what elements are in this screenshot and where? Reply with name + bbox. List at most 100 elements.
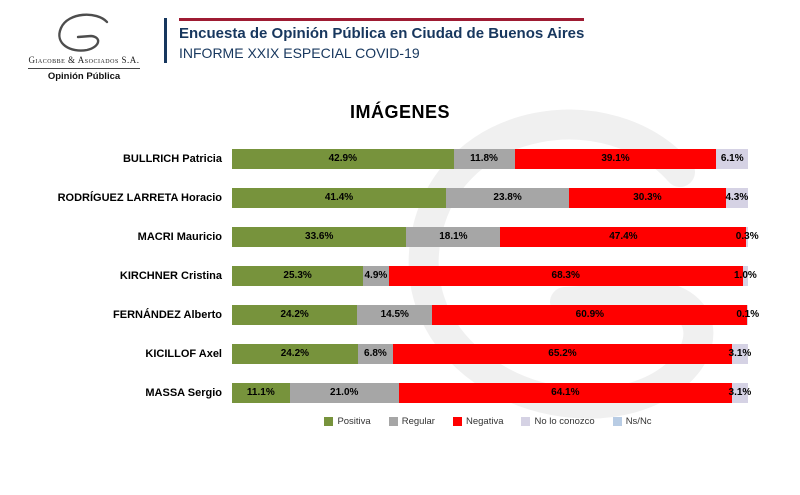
category-label: FERNÁNDEZ Alberto bbox=[113, 308, 222, 321]
legend-swatch bbox=[324, 417, 334, 426]
segment-value: 3.1% bbox=[728, 348, 752, 359]
bar-segment-no-lo-conozco: 1.0% bbox=[734, 265, 757, 286]
chart-row: RODRÍGUEZ LARRETA Horacio 41.4% 23.8% 30.3%… bbox=[0, 178, 800, 217]
legend-label: Positiva bbox=[337, 416, 371, 427]
segment-value: 11.1% bbox=[246, 387, 275, 398]
legend-label: Negativa bbox=[465, 416, 504, 427]
legend-item: No lo conozco bbox=[521, 416, 595, 427]
segment-value: 42.9% bbox=[328, 153, 357, 164]
bar-segment-no-lo-conozco: 0.3% bbox=[736, 226, 759, 247]
bar-segment-negativa: 65.2% bbox=[393, 343, 732, 364]
segment-value: 18.1% bbox=[439, 231, 468, 242]
company-division: Opinión Pública bbox=[47, 71, 121, 82]
segment-value: 3.1% bbox=[728, 387, 752, 398]
segment-value: 24.2% bbox=[280, 309, 309, 320]
segment-value: 25.3% bbox=[283, 270, 312, 281]
segment-value: 64.1% bbox=[551, 387, 580, 398]
segment-value: 24.2% bbox=[280, 348, 310, 359]
segment-value: 4.3% bbox=[725, 192, 749, 203]
bar-segment-positiva: 11.1% bbox=[232, 382, 290, 403]
category-label: BULLRICH Patricia bbox=[122, 152, 222, 165]
legend-label: Regular bbox=[401, 416, 435, 427]
bar-segment-no-lo-conozco: 4.3% bbox=[725, 187, 749, 208]
legend-label: Ns/Nc bbox=[625, 416, 652, 427]
segment-value: 68.3% bbox=[551, 270, 580, 281]
segment-value: 47.4% bbox=[609, 231, 638, 242]
bar-segment-regular: 6.8% bbox=[357, 343, 394, 364]
segment-value: 0.1% bbox=[736, 309, 760, 320]
bar-segment-regular: 14.5% bbox=[357, 304, 433, 325]
legend-item: Negativa bbox=[452, 416, 504, 427]
stacked-bar: 42.9% 11.8% 39.1% 6.1% bbox=[232, 148, 748, 169]
chart-rows: BULLRICH Patricia 42.9% 11.8% 39.1% 6.1% RODR… bbox=[0, 139, 800, 412]
company-name: Giacobbe & Asociados S.A. bbox=[28, 55, 140, 65]
bar-segment-positiva: 42.9% bbox=[232, 148, 454, 169]
segment-value: 65.2% bbox=[548, 348, 577, 359]
stacked-bar: 33.6% 18.1% 47.4% 0.3% bbox=[232, 226, 759, 247]
bar-segment-no-lo-conozco: 3.1% bbox=[729, 382, 751, 403]
legend-label: No lo conozco bbox=[534, 416, 595, 427]
category-label: KICILLOF Axel bbox=[145, 347, 222, 360]
bar-segment-negativa: 60.9% bbox=[432, 304, 748, 325]
segment-value: 39.1% bbox=[601, 153, 630, 164]
bar-segment-negativa: 68.3% bbox=[388, 265, 743, 286]
chart-legend: Positiva Regular Negativa No lo conozco Ns/N… bbox=[230, 416, 746, 427]
category-label: RODRÍGUEZ LARRETA Horacio bbox=[57, 191, 222, 204]
legend-item: Ns/Nc bbox=[612, 416, 652, 427]
bar-segment-regular: 11.8% bbox=[453, 148, 515, 169]
chart-row: KIRCHNER Cristina 25.3% 4.9% 68.3% 1.0% bbox=[0, 256, 800, 295]
bar-segment-regular: 18.1% bbox=[406, 226, 501, 247]
legend-item: Regular bbox=[388, 416, 435, 427]
legend-swatch bbox=[521, 417, 531, 426]
segment-value: 11.8% bbox=[470, 153, 498, 164]
chart-row: MACRI Mauricio 33.6% 18.1% 47.4% 0.3% bbox=[0, 217, 800, 256]
stacked-bar: 25.3% 4.9% 68.3% 1.0% bbox=[232, 265, 757, 286]
bar-segment-no-lo-conozco: 3.1% bbox=[729, 343, 751, 364]
bar-segment-positiva: 24.2% bbox=[232, 304, 358, 325]
report-title: Encuesta de Opinión Pública en Ciudad de… bbox=[179, 25, 585, 42]
company-logo: Giacobbe & Asociados S.A. Opinión Públic… bbox=[18, 10, 150, 82]
stacked-bar: 41.4% 23.8% 30.3% 4.3% bbox=[232, 187, 749, 208]
legend-swatch bbox=[612, 417, 622, 426]
segment-value: 41.4% bbox=[324, 192, 354, 203]
header-text-block: Encuesta de Opinión Pública en Ciudad de… bbox=[164, 18, 585, 63]
bar-segment-positiva: 33.6% bbox=[232, 226, 407, 247]
bar-segment-negativa: 64.1% bbox=[398, 382, 732, 403]
legend-swatch bbox=[452, 417, 462, 426]
category-label: MASSA Sergio bbox=[145, 386, 222, 399]
segment-value: 33.6% bbox=[305, 231, 334, 242]
bar-segment-negativa: 30.3% bbox=[569, 187, 726, 208]
bar-segment-positiva: 41.4% bbox=[232, 187, 447, 208]
segment-value: 6.1% bbox=[720, 153, 744, 164]
segment-value: 6.8% bbox=[364, 348, 387, 359]
chart-row: FERNÁNDEZ Alberto 24.2% 14.5% 60.9% 0.1% bbox=[0, 295, 800, 334]
category-label: MACRI Mauricio bbox=[137, 230, 222, 243]
bar-segment-positiva: 25.3% bbox=[232, 265, 364, 286]
bar-segment-no-lo-conozco: 6.1% bbox=[716, 148, 748, 169]
bar-segment-negativa: 39.1% bbox=[514, 148, 717, 169]
bar-segment-no-lo-conozco: 0.1% bbox=[736, 304, 759, 325]
giacobbe-g-icon bbox=[58, 13, 109, 52]
bar-segment-regular: 4.9% bbox=[363, 265, 389, 286]
bar-segment-positiva: 24.2% bbox=[232, 343, 358, 364]
chart-row: MASSA Sergio 11.1% 21.0% 64.1% 3.1% bbox=[0, 373, 800, 412]
stacked-bar: 11.1% 21.0% 64.1% 3.1% bbox=[232, 382, 751, 403]
logo-divider bbox=[28, 68, 140, 69]
legend-swatch bbox=[388, 417, 398, 426]
chart-row: KICILLOF Axel 24.2% 6.8% 65.2% 3.1% bbox=[0, 334, 800, 373]
segment-value: 1.0% bbox=[733, 270, 757, 281]
header: Giacobbe & Asociados S.A. Opinión Públic… bbox=[0, 0, 800, 82]
segment-value: 23.8% bbox=[493, 192, 522, 203]
bar-segment-negativa: 47.4% bbox=[500, 226, 747, 247]
chart-title: IMÁGENES bbox=[349, 102, 450, 122]
segment-value: 4.9% bbox=[364, 270, 388, 281]
chart-row: BULLRICH Patricia 42.9% 11.8% 39.1% 6.1% bbox=[0, 139, 800, 178]
bar-segment-regular: 21.0% bbox=[289, 382, 399, 403]
segment-value: 14.5% bbox=[380, 309, 409, 320]
report-subtitle: INFORME XXIX ESPECIAL COVID-19 bbox=[179, 45, 420, 61]
segment-value: 0.3% bbox=[735, 231, 759, 242]
category-label: KIRCHNER Cristina bbox=[119, 269, 222, 282]
segment-value: 60.9% bbox=[575, 309, 605, 320]
stacked-bar: 24.2% 6.8% 65.2% 3.1% bbox=[232, 343, 751, 364]
bar-segment-regular: 23.8% bbox=[446, 187, 570, 208]
